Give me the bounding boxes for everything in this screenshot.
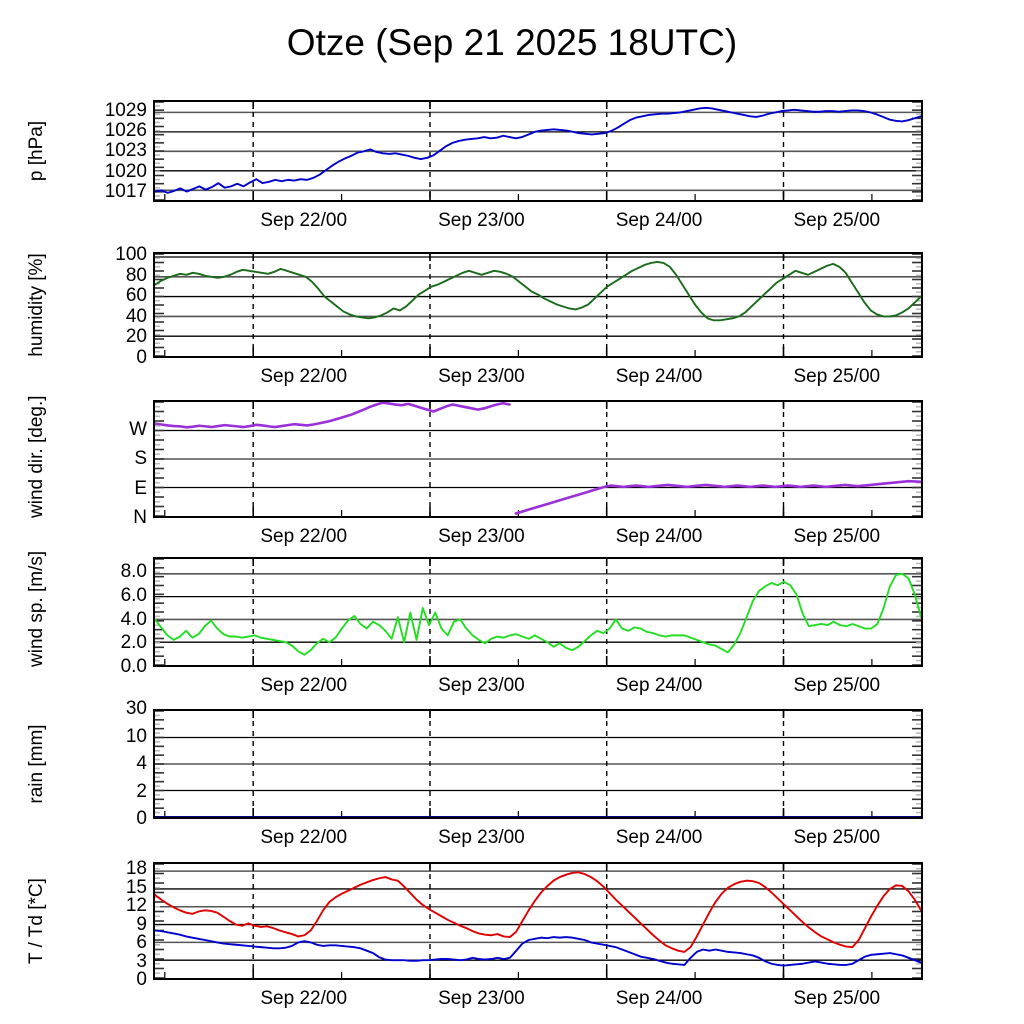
y-tick-windspeed-2: 4.0	[120, 608, 147, 630]
y-tick-temperature-0: 0	[136, 969, 147, 990]
y-tick-windspeed-1: 2.0	[120, 632, 147, 654]
y-tick-winddir-0: N	[133, 507, 147, 528]
x-tick-label: Sep 24/00	[615, 210, 703, 231]
plot-area-humidity	[153, 252, 923, 358]
x-tick-label: Sep 25/00	[793, 526, 881, 547]
plot-area-pressure	[153, 100, 923, 202]
x-tick-label: Sep 25/00	[793, 988, 881, 1009]
x-axis-labels-temperature: Sep 22/00 Sep 23/00 Sep 24/00 Sep 25/00	[0, 988, 1024, 1014]
x-tick-label: Sep 22/00	[260, 675, 348, 696]
y-tick-humidity-1: 20	[125, 326, 147, 348]
x-axis-labels-humidity: Sep 22/00 Sep 23/00 Sep 24/00 Sep 25/00	[0, 366, 1024, 392]
plot-area-winddir	[153, 400, 923, 518]
y-tick-humidity-5: 100	[115, 244, 147, 266]
x-tick-label: Sep 23/00	[438, 988, 525, 1009]
y-tick-rain-4: 30	[125, 698, 147, 719]
x-tick-label: Sep 23/00	[438, 210, 525, 231]
series-temperature-1	[155, 929, 921, 967]
series-temperature-0	[155, 871, 921, 953]
y-tick-windspeed-3: 6.0	[120, 585, 147, 607]
panel-pressure: p [hPa] 1017 1020 1023 1026 1029 Sep 22/00 Sep …	[0, 100, 1024, 242]
x-axis-labels-pressure: Sep 22/00 Sep 23/00 Sep 24/00 Sep 25/00	[0, 210, 1024, 236]
panel-windspeed: wind sp. [m/s] 0.0 2.0 4.0 6.0 8.0 Sep 22/00 Se…	[0, 551, 1024, 707]
y-tick-pressure-3: 1026	[104, 120, 147, 142]
x-tick-label: Sep 22/00	[260, 526, 348, 547]
plot-area-windspeed	[153, 557, 923, 667]
y-tick-temperature-4: 12	[125, 895, 147, 917]
x-tick-label: Sep 23/00	[438, 827, 525, 848]
x-tick-label: Sep 22/00	[260, 988, 348, 1009]
y-tick-pressure-2: 1023	[104, 140, 147, 162]
x-tick-label: Sep 24/00	[615, 988, 703, 1009]
panel-winddir: wind dir. [deg.] N E S W Sep 22/00 Sep 23/00 Se…	[0, 395, 1024, 558]
y-tick-humidity-2: 40	[125, 305, 147, 327]
x-tick-label: Sep 24/00	[615, 366, 703, 387]
y-tick-rain-0: 0	[136, 808, 147, 829]
x-axis-labels-winddir: Sep 22/00 Sep 23/00 Sep 24/00 Sep 25/00	[0, 526, 1024, 552]
x-tick-label: Sep 25/00	[793, 827, 881, 848]
x-axis-labels-windspeed: Sep 22/00 Sep 23/00 Sep 24/00 Sep 25/00	[0, 675, 1024, 701]
y-tick-rain-3: 10	[125, 725, 147, 747]
x-tick-label: Sep 22/00	[260, 827, 348, 848]
y-tick-rain-1: 2	[136, 780, 147, 802]
x-axis-labels-rain: Sep 22/00 Sep 23/00 Sep 24/00 Sep 25/00	[0, 827, 1024, 853]
series-winddir-0	[155, 402, 921, 515]
y-tick-windspeed-0: 0.0	[120, 656, 147, 677]
x-tick-label: Sep 22/00	[260, 366, 348, 387]
y-tick-pressure-1: 1020	[104, 160, 147, 182]
y-tick-temperature-3: 9	[136, 913, 147, 935]
x-tick-label: Sep 24/00	[615, 827, 703, 848]
plot-area-rain	[153, 709, 923, 819]
y-tick-rain-2: 4	[136, 753, 147, 774]
x-tick-label: Sep 23/00	[438, 526, 525, 547]
x-tick-label: Sep 22/00	[260, 210, 348, 231]
y-tick-humidity-4: 80	[125, 264, 147, 286]
y-tick-windspeed-4: 8.0	[120, 561, 147, 583]
panel-rain: rain [mm] 0 2 4 10 30 Sep 22/00 Sep 23/00 Sep 24…	[0, 699, 1024, 859]
x-tick-label: Sep 24/00	[615, 526, 703, 547]
y-tick-humidity-0: 0	[136, 347, 147, 368]
series-humidity-0	[155, 260, 921, 322]
x-tick-label: Sep 23/00	[438, 675, 525, 696]
series-pressure-0	[155, 106, 921, 194]
x-tick-label: Sep 25/00	[793, 366, 881, 387]
y-tick-winddir-1: E	[134, 477, 147, 499]
panel-temperature: T / Td [*C] 0 3 6 9 12 15 18 Sep 22/00 Sep 23/00 S…	[0, 858, 1024, 1020]
y-tick-pressure-0: 1017	[104, 180, 147, 202]
plot-area-temperature	[153, 862, 923, 980]
series-windspeed-0	[155, 572, 921, 656]
x-tick-label: Sep 24/00	[615, 675, 703, 696]
y-tick-pressure-4: 1029	[104, 99, 147, 121]
y-tick-humidity-3: 60	[125, 285, 147, 307]
y-tick-winddir-3: W	[129, 418, 147, 440]
y-tick-temperature-6: 18	[125, 858, 147, 880]
y-tick-winddir-2: S	[134, 448, 147, 469]
x-tick-label: Sep 25/00	[793, 675, 881, 696]
y-tick-temperature-2: 6	[136, 932, 147, 954]
x-tick-label: Sep 23/00	[438, 366, 525, 387]
y-tick-temperature-5: 15	[125, 876, 147, 898]
page-title: Otze (Sep 21 2025 18UTC)	[286, 22, 738, 63]
panel-humidity: humidity [%] 0 20 40 60 80 100 Sep 22/00 Sep 23/…	[0, 245, 1024, 398]
x-tick-label: Sep 25/00	[793, 210, 881, 231]
y-tick-temperature-1: 3	[136, 950, 147, 972]
